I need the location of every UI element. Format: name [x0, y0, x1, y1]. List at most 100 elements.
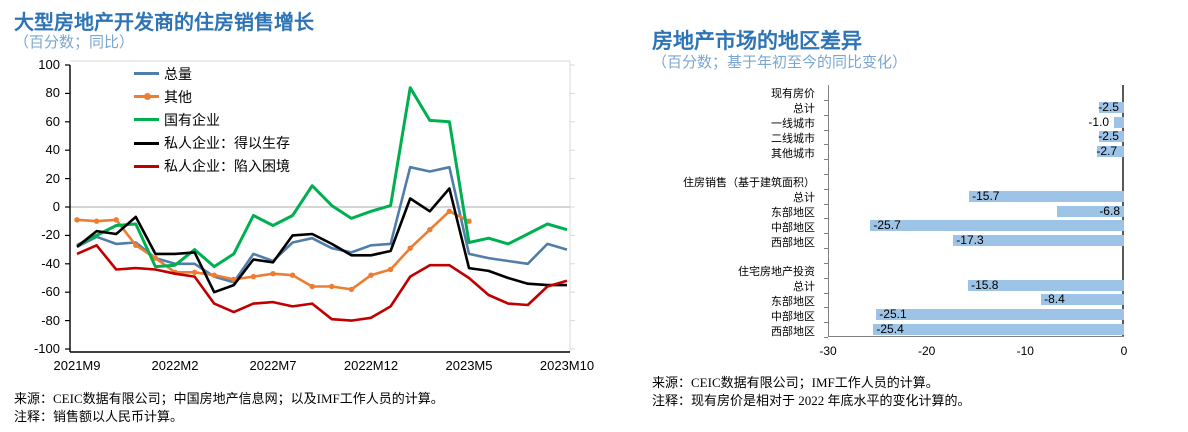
bar-chart-plot: -2.5 -1.0 -2.5 -2.7 -15.7 -6.8 -25.7 -17.3 -15.8…	[828, 85, 1124, 337]
bar-东部地区	[1041, 294, 1124, 306]
bar-value-label: -8.4	[1044, 292, 1065, 307]
category-axis-tick	[824, 262, 828, 264]
bar-value-label: -2.5	[1098, 99, 1119, 114]
y-axis-label: 60	[45, 113, 60, 129]
bar-x-axis-label: -20	[918, 344, 936, 358]
legend-line-swatch	[134, 164, 159, 168]
line-chart-plot	[65, 60, 575, 353]
bar-row-label: 中部地区	[771, 310, 815, 323]
bar-row-label: 西部地区	[771, 236, 815, 249]
bar-row-label: 总计	[793, 281, 815, 294]
series-line-私人企业：得以生存	[76, 187, 567, 294]
left-chart-subtitle: （百分数；同比）	[14, 34, 135, 51]
bar-西部地区	[953, 235, 1124, 247]
bar-value-label: -25.4	[876, 322, 904, 337]
y-axis-label: -20	[41, 227, 60, 243]
series-line-国有企业	[76, 86, 568, 269]
category-axis-tick	[824, 248, 828, 250]
legend-marker-dot	[144, 92, 151, 100]
bar-value-label: -17.3	[956, 233, 984, 248]
legend-item: 其他	[134, 85, 192, 108]
bar-中部地区	[876, 309, 1124, 321]
bar-一线城市	[1114, 116, 1124, 128]
bar-value-label: -25.7	[873, 218, 901, 233]
series-marker	[270, 271, 276, 277]
x-axis-label: 2021M9	[53, 358, 101, 373]
legend-line-swatch	[134, 118, 159, 122]
x-axis-label: 2022M2	[151, 358, 199, 373]
bar-x-axis-label: -10	[1016, 344, 1034, 358]
category-axis-tick	[824, 337, 828, 338]
category-axis-tick	[824, 129, 828, 131]
bar-value-label: -25.1	[879, 307, 907, 322]
category-axis-tick	[824, 188, 828, 190]
bar-总计	[969, 190, 1124, 202]
y-axis-label: 20	[45, 170, 60, 186]
series-line-私人企业：陷入困境	[76, 244, 568, 322]
category-axis-tick	[824, 218, 828, 220]
category-axis-tick	[824, 144, 828, 146]
series-marker	[250, 273, 257, 280]
bar-中部地区	[870, 220, 1124, 232]
category-axis-tick	[824, 173, 828, 175]
legend-item: 私人企业：得以生存	[134, 132, 290, 155]
series-marker	[407, 245, 413, 251]
category-axis-tick	[824, 99, 828, 101]
bar-row-label: 其他城市	[771, 147, 815, 160]
series-marker	[231, 276, 237, 283]
left-chart-note: 注释：销售额以人民币计算。	[14, 409, 184, 424]
y-axis-label: 0	[52, 199, 60, 214]
series-marker	[309, 283, 315, 290]
category-axis-tick	[824, 322, 828, 324]
bar-西部地区	[873, 324, 1124, 336]
category-axis-tick	[824, 114, 828, 116]
bar-row-label: 东部地区	[771, 207, 815, 219]
y-axis-label: -60	[41, 284, 60, 300]
x-axis-label: 2022M7	[249, 358, 297, 373]
y-axis-label: 40	[45, 142, 60, 158]
bar-value-label: -15.7	[972, 188, 1000, 203]
category-axis-tick	[824, 307, 828, 309]
y-axis-label: 80	[45, 85, 60, 101]
bar-东部地区	[1056, 205, 1124, 217]
right-chart-note: 注释：现有房价是相对于 2022 年底水平的变化计算的。	[652, 393, 971, 408]
left-chart-source: 来源：CEIC数据有限公司；中国房地产信息网；以及IMF工作人员的计算。	[14, 391, 444, 406]
bar-chart-category-axis	[828, 85, 829, 337]
bar-row-label: 西部地区	[771, 325, 815, 338]
legend-item: 国有企业	[134, 108, 220, 131]
series-marker	[368, 272, 374, 278]
series-marker	[427, 227, 433, 233]
legend-label: 国有企业	[164, 113, 220, 129]
bar-x-axis-label: -30	[819, 344, 837, 358]
series-marker	[211, 272, 217, 278]
legend-label: 总量	[164, 67, 192, 83]
series-marker	[348, 286, 355, 293]
series-line-总量	[76, 165, 568, 284]
series-marker	[133, 242, 139, 248]
bar-section-header: 住房销售（基于建筑面积）	[683, 177, 815, 190]
bar-其他城市	[1097, 146, 1124, 158]
right-chart-source: 来源：CEIC数据有限公司；IMF工作人员的计算。	[652, 375, 939, 390]
legend-item: 私人企业：陷入困境	[134, 155, 290, 178]
bar-row-label: 东部地区	[771, 295, 815, 308]
series-marker	[466, 218, 472, 224]
x-axis-label: 2022M12	[343, 358, 399, 373]
bar-x-axis-label: 0	[1120, 344, 1128, 358]
y-axis-label: -100	[33, 341, 60, 356]
category-axis-tick	[824, 233, 828, 235]
bar-section-header: 现有房价	[771, 88, 815, 101]
y-axis-label: 100	[38, 57, 60, 72]
legend-line-swatch	[134, 141, 159, 145]
series-marker	[329, 283, 335, 290]
legend-line-swatch	[134, 72, 159, 75]
legend-label: 私人企业：陷入困境	[164, 160, 290, 176]
category-axis-tick	[824, 203, 828, 205]
bar-总计	[1099, 101, 1124, 113]
legend-line-swatch	[134, 92, 159, 100]
bar-value-label: -1.0	[1088, 114, 1110, 129]
left-chart-title: 大型房地产开发商的住房销售增长	[14, 12, 314, 34]
category-axis-tick	[824, 159, 828, 161]
x-axis-label: 2023M10	[539, 358, 595, 373]
bar-总计	[968, 279, 1124, 291]
bar-row-label: 二线城市	[771, 132, 815, 145]
